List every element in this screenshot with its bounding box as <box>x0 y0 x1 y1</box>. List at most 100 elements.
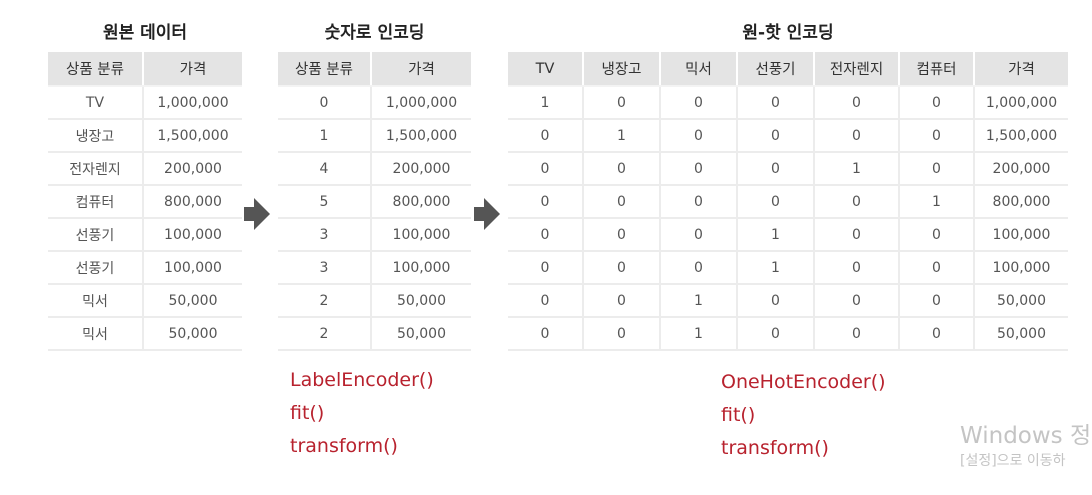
table-cell: 200,000 <box>371 152 471 186</box>
table-cell: 0 <box>660 185 738 219</box>
table-cell: 0 <box>814 185 900 219</box>
table-row: 냉장고 1,500,000 <box>48 119 242 153</box>
table-cell: 0 <box>814 284 900 318</box>
table-row: 컴퓨터 800,000 <box>48 185 242 219</box>
table-cell: 0 <box>737 317 815 351</box>
table-row: 믹서 50,000 <box>48 317 242 351</box>
table-cell: 0 <box>583 152 661 186</box>
table-cell: 0 <box>508 251 584 285</box>
table-cell: 3 <box>278 218 372 252</box>
table-row: 믹서 50,000 <box>48 284 242 318</box>
column-header: 상품 분류 <box>48 52 144 87</box>
column-header: 냉장고 <box>583 52 661 87</box>
table-cell: 냉장고 <box>48 119 144 153</box>
table-cell: 0 <box>737 284 815 318</box>
table-cell: 0 <box>583 251 661 285</box>
table-cell: 5 <box>278 185 372 219</box>
table-row: 0 0 0 0 0 1 800,000 <box>508 185 1068 219</box>
code-line-fit: fit() <box>721 404 756 426</box>
table-cell: 0 <box>814 218 900 252</box>
table-row: 2 50,000 <box>278 317 471 351</box>
table-cell: 0 <box>899 317 975 351</box>
table-row: 선풍기 100,000 <box>48 218 242 252</box>
table-cell: 0 <box>660 119 738 153</box>
table-row: 선풍기 100,000 <box>48 251 242 285</box>
table-cell: 1,500,000 <box>974 119 1068 153</box>
arrow-right-icon <box>254 198 270 230</box>
table-cell: 1 <box>660 284 738 318</box>
table-row: 5 800,000 <box>278 185 471 219</box>
table-cell: 0 <box>583 218 661 252</box>
table-cell: 1,500,000 <box>371 119 471 153</box>
table-cell: 100,000 <box>371 218 471 252</box>
table-row: 0 1,000,000 <box>278 86 471 120</box>
table-cell: 1 <box>737 251 815 285</box>
windows-watermark-subtitle: [설정]으로 이동하 <box>960 453 1066 469</box>
table-cell: 100,000 <box>371 251 471 285</box>
table-row: 0 0 0 1 0 0 100,000 <box>508 251 1068 285</box>
table-cell: 0 <box>737 152 815 186</box>
column-header: 선풍기 <box>737 52 815 87</box>
table-cell: 1 <box>278 119 372 153</box>
column-header: 가격 <box>143 52 242 87</box>
table-cell: 0 <box>508 185 584 219</box>
table-cell: 선풍기 <box>48 251 144 285</box>
column-header: 전자렌지 <box>814 52 900 87</box>
table-cell: 0 <box>583 185 661 219</box>
table-cell: 0 <box>508 119 584 153</box>
table-row: 2 50,000 <box>278 284 471 318</box>
table-row: TV 1,000,000 <box>48 86 242 120</box>
table-cell: TV <box>48 86 144 120</box>
table-cell: 50,000 <box>143 317 242 351</box>
code-line-transform: transform() <box>721 437 829 459</box>
label-encoder-code: LabelEncoder() fit() transform() <box>290 364 434 463</box>
table-row: 0 0 1 0 0 0 50,000 <box>508 317 1068 351</box>
column-header: 상품 분류 <box>278 52 372 87</box>
table-cell: 800,000 <box>371 185 471 219</box>
table-cell: 0 <box>660 86 738 120</box>
arrow-right-icon-stem-1 <box>244 207 254 221</box>
table-cell: 50,000 <box>974 317 1068 351</box>
table-cell: 0 <box>899 251 975 285</box>
table-cell: 믹서 <box>48 284 144 318</box>
table-cell: 1 <box>583 119 661 153</box>
table-cell: 0 <box>508 152 584 186</box>
table-cell: 전자렌지 <box>48 152 144 186</box>
table-cell: 0 <box>814 317 900 351</box>
table-cell: 0 <box>899 86 975 120</box>
arrow-right-icon-stem-2 <box>474 207 484 221</box>
windows-watermark-title: Windows 정 <box>960 423 1092 449</box>
column-header: 가격 <box>974 52 1068 87</box>
label-encoded-table: 상품 분류 가격 0 1,000,000 1 1,500,000 4 200,000 5 800… <box>278 52 471 351</box>
original-table-title: 원본 데이터 <box>102 23 188 43</box>
table-cell: 1 <box>814 152 900 186</box>
table-cell: 100,000 <box>974 218 1068 252</box>
table-cell: 2 <box>278 284 372 318</box>
table-row: 3 100,000 <box>278 218 471 252</box>
table-row: 전자렌지 200,000 <box>48 152 242 186</box>
table-cell: 0 <box>899 284 975 318</box>
table-cell: 800,000 <box>143 185 242 219</box>
table-cell: 200,000 <box>143 152 242 186</box>
onehot-encoder-code: OneHotEncoder() fit() transform() <box>721 366 886 465</box>
table-row: 0 0 0 1 0 0 100,000 <box>508 218 1068 252</box>
table-row: 0 1 0 0 0 0 1,500,000 <box>508 119 1068 153</box>
table-cell: 0 <box>660 218 738 252</box>
table-cell: 200,000 <box>974 152 1068 186</box>
code-line-fit: fit() <box>290 402 325 424</box>
table-cell: 0 <box>814 251 900 285</box>
label-table-wrap: 상품 분류 가격 0 1,000,000 1 1,500,000 4 200,000 5 800… <box>278 52 471 351</box>
table-cell: 2 <box>278 317 372 351</box>
table-cell: 1 <box>899 185 975 219</box>
table-cell: 0 <box>583 317 661 351</box>
table-cell: 1,000,000 <box>371 86 471 120</box>
column-header: TV <box>508 52 584 87</box>
table-cell: 100,000 <box>143 218 242 252</box>
table-row: 3 100,000 <box>278 251 471 285</box>
table-cell: 0 <box>899 119 975 153</box>
table-cell: 0 <box>899 152 975 186</box>
table-cell: 0 <box>814 86 900 120</box>
table-cell: 1 <box>737 218 815 252</box>
label-table-title: 숫자로 인코딩 <box>324 23 425 43</box>
table-cell: 1 <box>660 317 738 351</box>
